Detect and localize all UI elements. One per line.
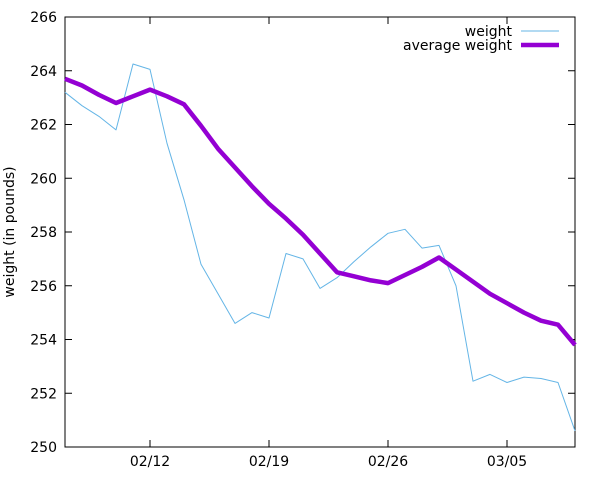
x-tick-label: 02/12	[130, 454, 170, 470]
x-tick-label: 02/19	[249, 454, 289, 470]
y-tick-label: 266	[30, 10, 57, 26]
x-tick-label: 03/05	[487, 454, 527, 470]
x-tick-label: 02/26	[368, 454, 408, 470]
y-tick-label: 264	[30, 64, 57, 80]
legend-label-average-weight: average weight	[403, 38, 512, 54]
y-tick-label: 262	[30, 118, 57, 134]
series-lines	[64, 63, 577, 432]
weight-line	[64, 63, 576, 432]
average-weight-line	[64, 76, 577, 347]
y-tick-label: 258	[30, 225, 57, 241]
y-tick-label: 254	[30, 333, 57, 349]
y-tick-label: 260	[30, 171, 57, 187]
axes: 250 252 254 256 258 260 262 264 266 02/12 02/19 02/…	[30, 10, 576, 470]
y-axis-title: weight (in pounds)	[2, 166, 18, 297]
legend-label-weight: weight	[465, 24, 513, 40]
legend: weight average weight	[403, 24, 559, 54]
plot-border	[64, 16, 576, 448]
y-tick-label: 252	[30, 386, 57, 402]
y-tick-label: 250	[30, 440, 57, 456]
y-tick-label: 256	[30, 279, 57, 295]
